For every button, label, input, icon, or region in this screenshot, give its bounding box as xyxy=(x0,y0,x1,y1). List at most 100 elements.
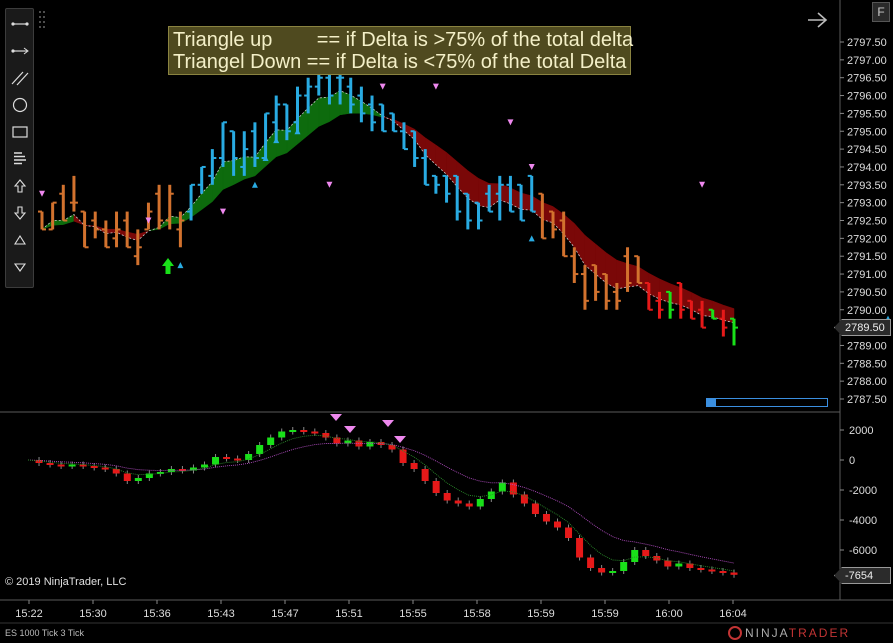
delta-candle xyxy=(212,457,220,465)
price-label: 2794.50 xyxy=(847,144,887,156)
price-label: 2790.50 xyxy=(847,287,887,299)
delta-candle xyxy=(520,494,528,504)
time-label: 15:36 xyxy=(143,608,171,620)
cloud-segment xyxy=(52,220,64,226)
delta-candle xyxy=(609,571,617,573)
arrow-up-tool-icon[interactable] xyxy=(6,173,33,199)
annotation-text-box[interactable]: Triangle up == if Delta is >75% of the t… xyxy=(168,26,633,75)
time-label: 15:51 xyxy=(335,608,363,620)
cloud-segment xyxy=(680,287,692,310)
triangle-up-marker xyxy=(528,235,535,242)
delta-candle xyxy=(421,469,429,481)
cloud-segment xyxy=(691,292,703,316)
delta-candle xyxy=(112,469,120,474)
text-tool-icon[interactable] xyxy=(6,146,33,172)
price-label: 2791.50 xyxy=(847,251,887,263)
cloud-segment xyxy=(158,215,171,230)
cumulative-delta-candles xyxy=(27,414,738,578)
scroll-position-bar[interactable] xyxy=(706,398,828,407)
cloud-segment xyxy=(307,97,320,136)
copyright-text: © 2019 NinjaTrader, LLC xyxy=(5,576,127,588)
instrument-label: ES 1000 Tick 3 Tick xyxy=(5,628,85,638)
triangle-up-tool-icon[interactable] xyxy=(6,227,33,253)
delta-candle xyxy=(642,550,650,556)
delta-candle xyxy=(134,478,142,481)
logo-part2: TRADER xyxy=(788,626,851,640)
cloud-segment xyxy=(584,234,596,275)
cloud-segment xyxy=(648,272,660,300)
price-label: 2797.00 xyxy=(847,55,887,67)
triangle-down-marker xyxy=(145,217,152,224)
price-label: 2794.00 xyxy=(847,162,887,174)
delta-candle xyxy=(344,440,352,444)
toolbar-grip-icon[interactable] xyxy=(38,8,46,30)
triangle-down-marker xyxy=(39,190,45,197)
cloud-segment xyxy=(531,195,543,221)
delta-candle xyxy=(509,482,517,495)
time-label: 15:22 xyxy=(15,608,43,620)
delta-candle xyxy=(719,571,727,573)
cloud-segment xyxy=(41,219,53,230)
delta-candle xyxy=(90,466,98,468)
f-button[interactable]: F xyxy=(872,2,890,22)
line-tool-icon[interactable] xyxy=(6,11,33,37)
triangle-down-marker xyxy=(326,181,333,188)
delta-candle xyxy=(598,568,606,573)
price-label: 2795.00 xyxy=(847,126,887,138)
time-label: 16:00 xyxy=(655,608,683,620)
cloud-midline xyxy=(41,90,735,324)
triangle-down-marker xyxy=(219,208,226,215)
current-delta-marker: -7654 xyxy=(834,567,891,584)
cloud-segment xyxy=(605,252,618,290)
time-label: 16:04 xyxy=(719,608,747,620)
triangle-up-marker xyxy=(262,155,269,162)
delta-triangles xyxy=(39,83,891,331)
delta-label: 0 xyxy=(849,455,855,467)
parallel-lines-icon[interactable] xyxy=(6,65,33,91)
current-price-marker: 2789.50 xyxy=(834,319,891,336)
triangle-down-marker xyxy=(699,181,706,188)
arrow-down-tool-icon[interactable] xyxy=(6,200,33,226)
delta-fast-line xyxy=(27,434,735,572)
delta-triangle-down-marker xyxy=(394,436,406,443)
time-label: 15:59 xyxy=(591,608,619,620)
delta-candle xyxy=(498,482,506,492)
cloud-segment xyxy=(659,278,671,303)
delta-candle xyxy=(565,527,573,538)
delta-candle xyxy=(57,464,65,467)
delta-candle xyxy=(664,560,672,567)
cloud-segment xyxy=(339,90,351,116)
cloud-segment xyxy=(467,170,479,206)
delta-candle xyxy=(145,473,153,478)
delta-candle xyxy=(542,514,550,522)
ray-tool-icon[interactable] xyxy=(6,38,33,64)
triangle-down-tool-icon[interactable] xyxy=(6,254,33,280)
cloud-segment xyxy=(275,129,288,158)
price-label: 2793.00 xyxy=(847,198,887,210)
delta-candle xyxy=(256,445,264,454)
delta-candle xyxy=(68,464,76,467)
delta-candle xyxy=(708,569,716,572)
rectangle-tool-icon[interactable] xyxy=(6,119,33,145)
triangle-down-marker xyxy=(432,83,439,90)
price-label: 2797.50 xyxy=(847,37,887,49)
delta-label: 2000 xyxy=(849,425,873,437)
delta-candle xyxy=(189,467,197,471)
delta-candle xyxy=(576,538,584,558)
time-label: 15:43 xyxy=(207,608,235,620)
price-label: 2787.50 xyxy=(847,394,887,406)
scroll-right-arrow-icon[interactable] xyxy=(804,9,830,31)
time-label: 15:59 xyxy=(527,608,555,620)
delta-triangle-down-marker xyxy=(382,420,394,427)
delta-candle xyxy=(388,445,396,450)
delta-candle xyxy=(289,430,297,432)
cloud-segment xyxy=(456,161,469,199)
ellipse-tool-icon[interactable] xyxy=(6,92,33,118)
cloud-segment xyxy=(286,118,298,154)
cloud-segment xyxy=(446,151,458,188)
time-label: 15:55 xyxy=(399,608,427,620)
cloud-segment xyxy=(520,192,532,211)
cloud-segment xyxy=(425,137,437,166)
